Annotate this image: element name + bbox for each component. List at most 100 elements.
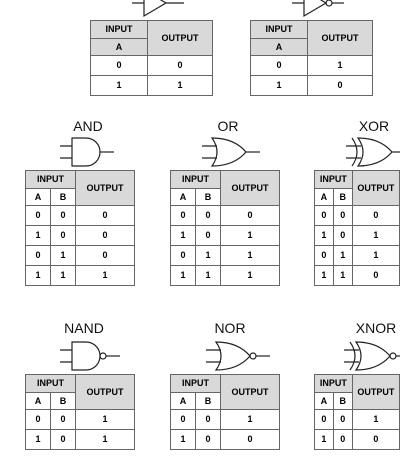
- column-a-header: A: [90, 38, 148, 56]
- cell-output: 1: [75, 429, 135, 450]
- cell-a: 1: [170, 429, 196, 450]
- column-a-header: A: [250, 38, 308, 56]
- cell-b: 0: [332, 409, 353, 430]
- cell-a: 1: [25, 225, 51, 246]
- output-header: OUTPUT: [220, 170, 280, 206]
- cell-output: 0: [220, 205, 280, 226]
- output-header: OUTPUT: [351, 170, 400, 206]
- output-header: OUTPUT: [307, 20, 373, 56]
- output-header: OUTPUT: [75, 170, 135, 206]
- cell-a: 1: [170, 265, 196, 286]
- cell-a: 1: [314, 265, 334, 286]
- cell-b: 1: [332, 265, 353, 286]
- input-header: INPUT: [170, 170, 221, 189]
- cell-a: 0: [170, 205, 196, 226]
- table-row: 0 1: [250, 55, 373, 76]
- output-header: OUTPUT: [75, 374, 135, 410]
- cell-b: 0: [195, 429, 221, 450]
- not-gate-symbol: [292, 0, 344, 18]
- cell-output: 1: [220, 245, 280, 266]
- column-b-header: B: [332, 188, 353, 206]
- cell-a: 0: [170, 245, 196, 266]
- column-b-header: B: [195, 188, 221, 206]
- cell-a: 0: [314, 245, 334, 266]
- nand-gate-title: NAND: [64, 320, 104, 336]
- xor-gate-symbol: [346, 137, 400, 167]
- input-header: INPUT: [170, 374, 221, 393]
- cell-output: 1: [351, 245, 400, 266]
- cell-output: 0: [351, 265, 400, 286]
- column-a-header: A: [314, 188, 334, 206]
- cell-b: 1: [50, 265, 76, 286]
- cell-output: 1: [75, 409, 135, 430]
- column-a-header: A: [25, 188, 51, 206]
- cell-output: 1: [75, 265, 135, 286]
- output-header: OUTPUT: [351, 374, 400, 410]
- cell-a: 1: [314, 225, 334, 246]
- cell-a: 0: [25, 205, 51, 226]
- input-header: INPUT: [25, 374, 76, 393]
- cell-output: 1: [351, 225, 400, 246]
- buffer-truth-table: INPUT OUTPUT A 0 0 1 1: [90, 20, 213, 96]
- nor-gate-symbol: [206, 341, 270, 371]
- column-b-header: B: [50, 188, 76, 206]
- cell-output: 0: [307, 75, 373, 96]
- cell-output: 1: [220, 225, 280, 246]
- cell-output: 1: [220, 265, 280, 286]
- input-header: INPUT: [25, 170, 76, 189]
- xor-gate-title: XOR: [358, 118, 390, 134]
- cell-output: 0: [220, 429, 280, 450]
- column-b-header: B: [195, 392, 221, 410]
- cell-b: 1: [195, 245, 221, 266]
- cell-output: 0: [351, 205, 400, 226]
- cell-a: 1: [25, 265, 51, 286]
- cell-output: 0: [75, 225, 135, 246]
- input-header: INPUT: [250, 20, 308, 39]
- input-header: INPUT: [314, 374, 353, 393]
- input-header: INPUT: [90, 20, 148, 39]
- nor-gate-title: NOR: [214, 320, 246, 336]
- and-gate-symbol: [60, 137, 114, 167]
- output-header: OUTPUT: [220, 374, 280, 410]
- cell-a: 0: [25, 245, 51, 266]
- column-a-header: A: [25, 392, 51, 410]
- cell-b: 0: [50, 205, 76, 226]
- cell-a: 1: [90, 75, 148, 96]
- cell-b: 1: [50, 245, 76, 266]
- xnor-gate-title: XNOR: [355, 320, 397, 336]
- cell-b: 0: [195, 225, 221, 246]
- cell-a: 0: [90, 55, 148, 76]
- cell-b: 0: [195, 205, 221, 226]
- cell-b: 0: [50, 409, 76, 430]
- cell-a: 1: [250, 75, 308, 96]
- cell-output: 0: [75, 245, 135, 266]
- cell-a: 1: [25, 429, 51, 450]
- cell-b: 0: [50, 225, 76, 246]
- cell-output: 1: [147, 75, 213, 96]
- buffer-gate-symbol: [132, 0, 184, 18]
- cell-a: 1: [170, 225, 196, 246]
- xnor-gate-symbol: [344, 341, 400, 371]
- input-header: INPUT: [314, 170, 353, 189]
- cell-output: 0: [75, 205, 135, 226]
- cell-a: 0: [25, 409, 51, 430]
- not-truth-table: INPUT OUTPUT A 0 1 1 0: [250, 20, 373, 96]
- or-gate-title: OR: [217, 118, 239, 134]
- nand-gate-symbol: [60, 341, 120, 371]
